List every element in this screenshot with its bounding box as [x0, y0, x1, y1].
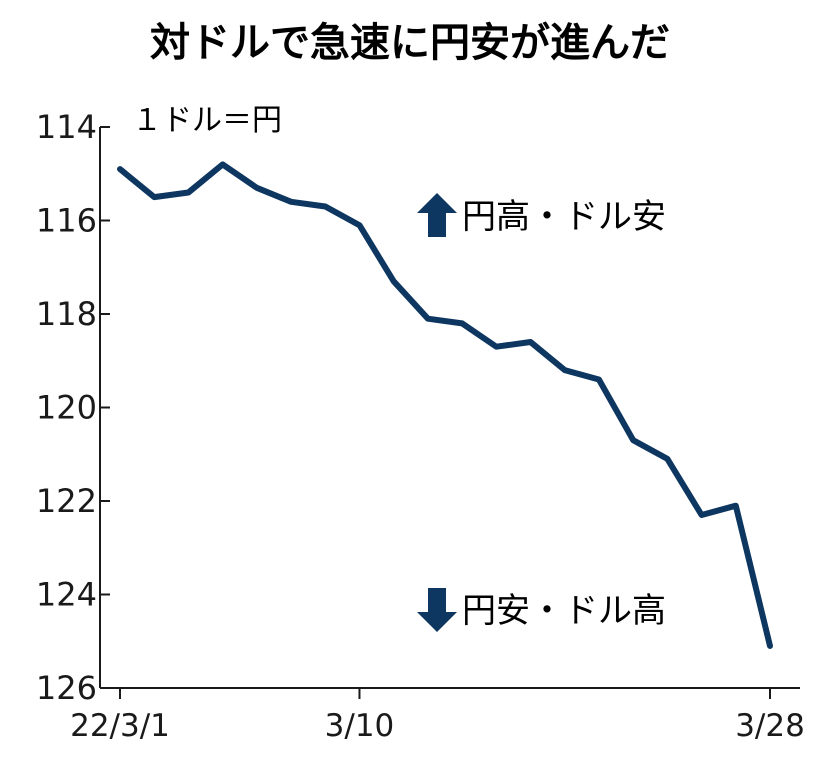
x-tick-label: 3/28	[735, 708, 805, 744]
x-axis: 22/3/1 3/10 3/28	[70, 687, 805, 744]
annotation-up: 円高・ドル安	[417, 193, 666, 237]
y-tick-label: 116	[36, 202, 97, 240]
series-group	[117, 161, 773, 649]
x-tick-label: 22/3/1	[70, 708, 170, 744]
arrow-up-icon	[417, 193, 457, 237]
y-tick-label: 124	[36, 576, 97, 614]
y-tick-label: 114	[36, 108, 97, 146]
x-tick-label: 3/10	[325, 708, 395, 744]
y-tick-label: 122	[36, 482, 97, 520]
y-tick-label: 126	[36, 669, 97, 707]
y-tick-label: 120	[36, 389, 97, 427]
y-tick-label: 118	[36, 295, 97, 333]
annotation-up-text: 円高・ドル安	[462, 197, 666, 237]
arrow-down-icon	[417, 588, 457, 632]
annotation-down-text: 円安・ドル高	[462, 591, 666, 631]
y-axis: 114 116 118 120 122 124 126	[36, 108, 110, 707]
series-line	[117, 161, 773, 649]
annotation-down: 円安・ドル高	[417, 588, 666, 632]
unit-label: １ドル＝円	[132, 103, 282, 138]
chart-title: 対ドルで急速に円安が進んだ	[150, 20, 670, 66]
